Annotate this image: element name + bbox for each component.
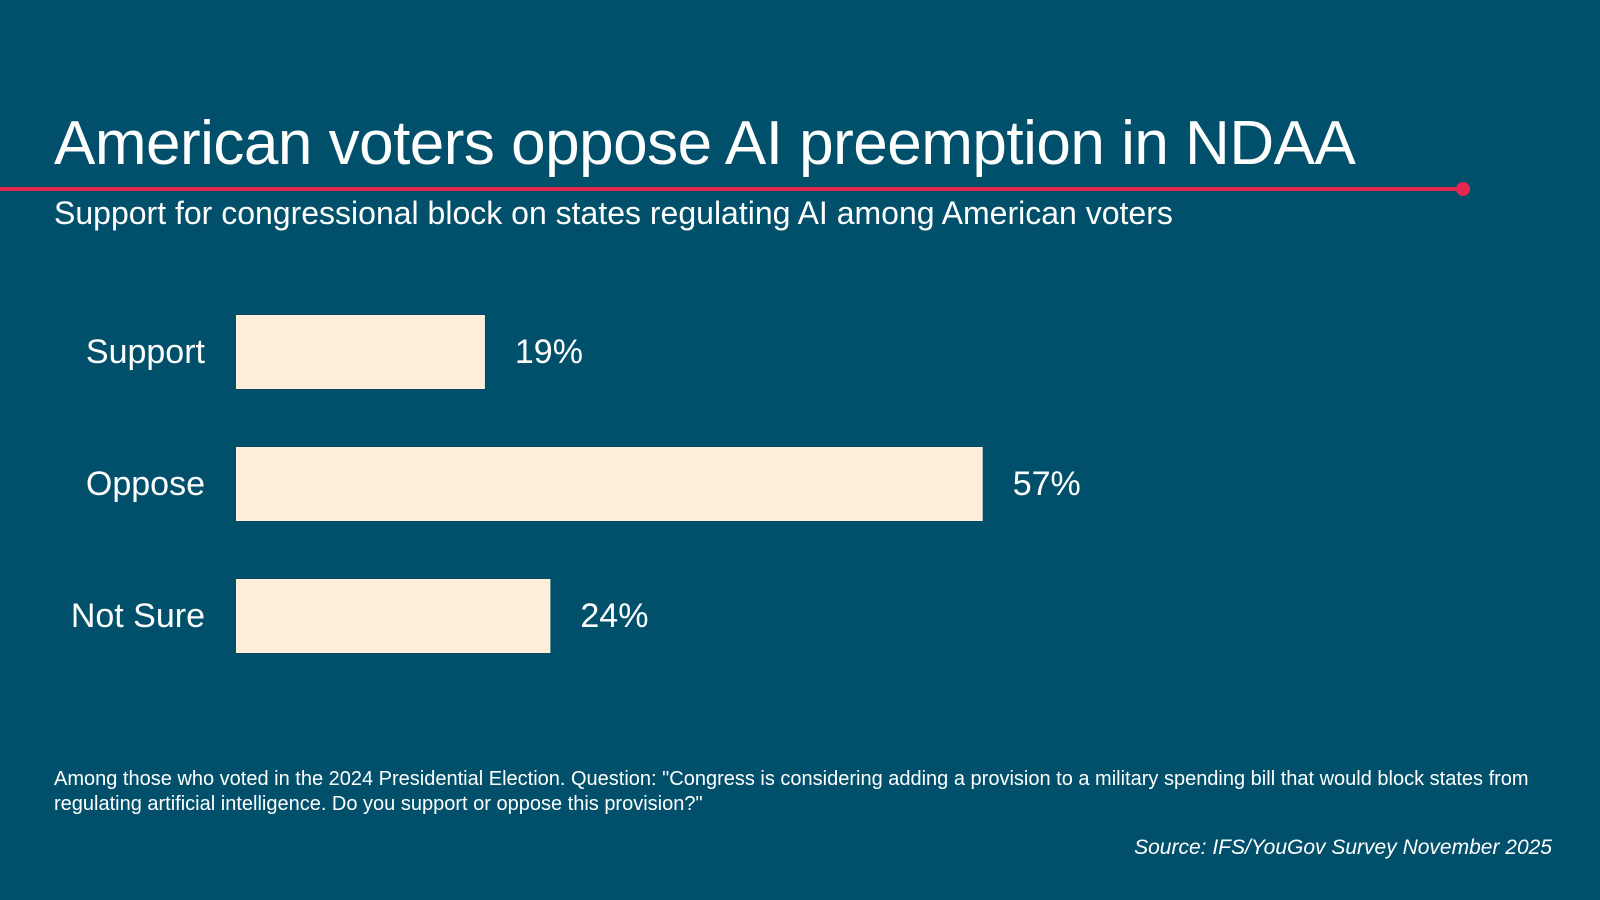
category-label-oppose: Oppose <box>86 465 205 503</box>
chart-subtitle: Support for congressional block on state… <box>54 195 1173 231</box>
value-label-oppose: 57% <box>1013 465 1081 503</box>
survey-note: Among those who voted in the 2024 Presid… <box>54 768 1529 815</box>
value-label-support: 19% <box>515 333 583 371</box>
accent-rule <box>0 187 1464 191</box>
category-label-support: Support <box>86 333 206 371</box>
bar-oppose <box>236 447 983 521</box>
bar-chart: Support 19% Oppose 57% Not Sure 24% <box>71 315 1081 653</box>
value-label-not-sure: 24% <box>580 597 648 635</box>
accent-rule-dot <box>1456 182 1470 196</box>
bar-support <box>236 315 485 389</box>
source-credit: Source: IFS/YouGov Survey November 2025 <box>1134 836 1552 859</box>
category-label-not-sure: Not Sure <box>71 597 205 635</box>
chart-title: American voters oppose AI preemption in … <box>54 109 1356 178</box>
bar-not-sure <box>236 579 551 653</box>
